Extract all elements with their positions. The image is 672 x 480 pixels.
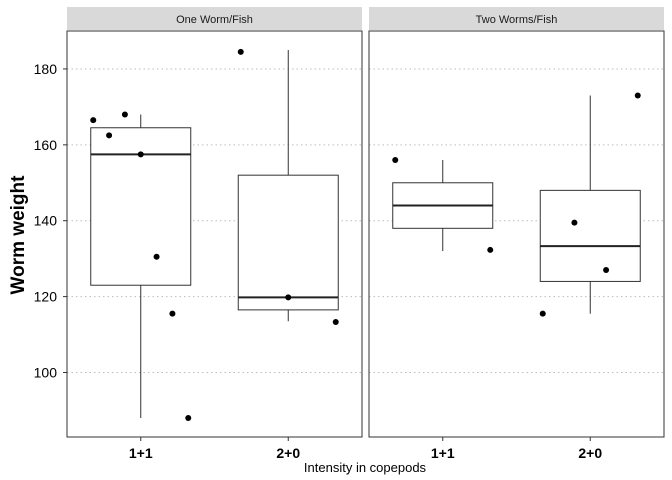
data-point — [121, 111, 128, 118]
data-point — [106, 132, 113, 139]
data-point — [332, 319, 339, 326]
x-tick-label: 2+0 — [276, 445, 300, 461]
panel-strip-title: One Worm/Fish — [176, 14, 253, 26]
data-point — [285, 294, 292, 301]
data-point — [487, 246, 494, 253]
box-1+1 — [90, 111, 192, 422]
panel-strip-title: Two Worms/Fish — [476, 14, 558, 26]
x-tick-label: 1+1 — [129, 445, 153, 461]
data-point — [153, 253, 160, 260]
panel-strip — [369, 7, 664, 30]
data-point — [169, 310, 176, 317]
x-tick-label: 2+0 — [578, 445, 602, 461]
data-point — [603, 267, 610, 274]
data-point — [539, 310, 546, 317]
panel-strip — [67, 7, 362, 30]
panel: One Worm/Fish 1+1 2+0 — [66, 7, 363, 461]
y-tick-label: 180 — [34, 61, 58, 77]
box-1+1 — [392, 157, 494, 253]
panel-border — [66, 30, 363, 438]
data-point — [571, 219, 578, 226]
panel: Two Worms/Fish 1+1 2+0 — [368, 7, 665, 461]
data-point — [634, 92, 641, 99]
x-axis-title: Intensity in copepods — [304, 460, 427, 475]
y-tick-label: 140 — [34, 213, 58, 229]
box-body — [539, 189, 641, 282]
box-2+0 — [237, 48, 339, 326]
panel-border — [368, 30, 665, 438]
y-tick-label: 160 — [34, 137, 58, 153]
x-tick-label: 1+1 — [431, 445, 455, 461]
data-point — [185, 415, 192, 422]
y-tick-label: 100 — [34, 364, 58, 380]
y-tick-label: 120 — [34, 289, 58, 305]
data-point — [90, 117, 97, 124]
data-point — [237, 48, 244, 55]
data-point — [137, 151, 144, 158]
box-body — [237, 174, 339, 311]
data-point — [392, 157, 399, 164]
box-2+0 — [539, 92, 641, 317]
y-axis-title: Worm weight — [8, 175, 29, 295]
